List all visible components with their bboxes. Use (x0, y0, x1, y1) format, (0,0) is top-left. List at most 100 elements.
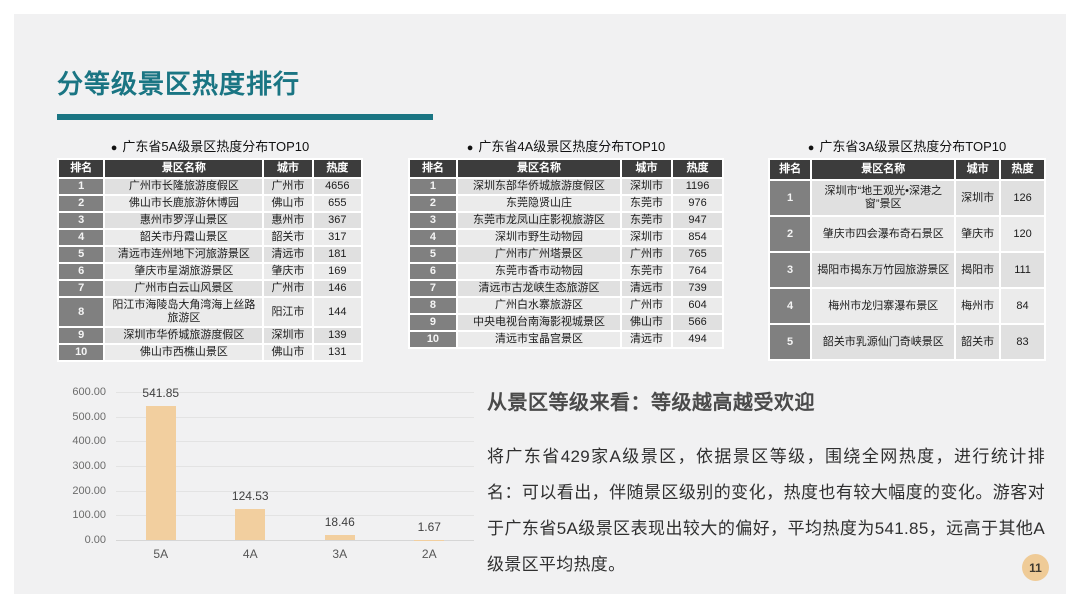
rank-cell: 8 (59, 298, 104, 326)
table-row: 2 肇庆市四会瀑布奇石景区 肇庆市 120 (770, 217, 1044, 251)
data-cell: 韶关市 (264, 230, 312, 245)
data-cell: 惠州市罗浮山景区 (105, 213, 263, 228)
y-axis-tick-label: 500.00 (72, 410, 106, 423)
data-cell: 深圳市 (264, 328, 312, 343)
data-cell: 广州市 (622, 298, 672, 313)
data-cell: 韶关市乳源仙门奇峡景区 (812, 325, 955, 359)
title-underline (57, 114, 433, 120)
ranking-table-5a: 排名 景区名称 城市 热度 1 广州市长隆旅游度假区 广州市 4656 2 佛山市长鹿旅游休博园佛… (57, 158, 363, 362)
rank-cell: 6 (59, 264, 104, 279)
data-cell: 317 (313, 230, 361, 245)
rank-cell: 3 (770, 253, 811, 287)
y-axis-tick-label: 0.00 (84, 534, 106, 546)
table-row: 9 中央电视台南海影视城景区 佛山市 566 (410, 315, 722, 330)
avg-heat-bar-chart: 600.00 500.00 400.00 300.00 200.00 100.00 0.00… (50, 382, 474, 568)
rank-cell: 4 (410, 230, 456, 245)
column-header: 热度 (673, 160, 722, 177)
data-cell: 764 (673, 264, 722, 279)
rank-cell: 6 (410, 264, 456, 279)
data-cell: 765 (673, 247, 722, 262)
rank-cell: 4 (770, 289, 811, 323)
data-cell: 清远市宝晶宫景区 (457, 332, 621, 347)
data-cell: 169 (313, 264, 361, 279)
rank-cell: 5 (770, 325, 811, 359)
analysis-heading: 从景区等级来看：等级越高越受欢迎 (487, 392, 815, 414)
column-header: 景区名称 (457, 160, 621, 177)
data-cell: 深圳东部华侨城旅游度假区 (457, 179, 621, 194)
bar-value-label: 541.85 (142, 386, 180, 401)
data-cell: 揭阳市 (956, 253, 1000, 287)
data-cell: 144 (313, 298, 361, 326)
column-header: 城市 (956, 160, 1000, 179)
rank-cell: 9 (59, 328, 104, 343)
table-row: 1 深圳东部华侨城旅游度假区 深圳市 1196 (410, 179, 722, 194)
rank-cell: 3 (410, 213, 456, 228)
x-axis-tick-label: 4A (242, 547, 258, 561)
data-cell: 清远市 (622, 332, 672, 347)
data-cell: 佛山市 (264, 196, 312, 211)
table-row: 3 揭阳市揭东万竹园旅游景区 揭阳市 111 (770, 253, 1044, 287)
table-section-5a: ● 广东省5A级景区热度分布TOP10 排名 景区名称 城市 热度 1 广州市长隆旅游度假区… (57, 138, 363, 362)
data-cell: 494 (673, 332, 722, 347)
analysis-body: 将广东省429家A级景区，依据景区等级，围绕全网热度，进行统计排名：可以看出，伴… (487, 447, 1045, 574)
rank-cell: 2 (770, 217, 811, 251)
ranking-table-4a: 排名 景区名称 城市 热度 1 深圳东部华侨城旅游度假区 深圳市 1196 2 东莞隐贤山庄 东莞市… (408, 158, 724, 349)
data-cell: 阳江市 (264, 298, 312, 326)
table-section-4a: ● 广东省4A级景区热度分布TOP10 排名 景区名称 城市 热度 1 深圳东部华侨城旅游度… (408, 138, 724, 349)
slide: 分等级景区热度排行 ● 广东省5A级景区热度分布TOP10 排名 景区名称 城市 热度 1… (14, 14, 1066, 594)
table-header-row: 排名 景区名称 城市 热度 (410, 160, 722, 177)
data-cell: 清远市 (264, 247, 312, 262)
data-cell: 佛山市长鹿旅游休博园 (105, 196, 263, 211)
data-cell: 84 (1001, 289, 1044, 323)
data-cell: 广州市广州塔景区 (457, 247, 621, 262)
column-header: 热度 (1001, 160, 1044, 179)
table-row: 10 佛山市西樵山景区 佛山市 131 (59, 345, 361, 360)
table-caption-5a: ● 广东省5A级景区热度分布TOP10 (57, 138, 363, 155)
data-cell: 广州市白云山风景区 (105, 281, 263, 296)
data-cell: 东莞市 (622, 264, 672, 279)
rank-cell: 1 (59, 179, 104, 194)
rank-cell: 7 (59, 281, 104, 296)
data-cell: 139 (313, 328, 361, 343)
data-cell: 126 (1001, 181, 1044, 215)
table-row: 3 惠州市罗浮山景区 惠州市 367 (59, 213, 361, 228)
table-row: 3 东莞市龙凤山庄影视旅游区 东莞市 947 (410, 213, 722, 228)
table-header-row: 排名 景区名称 城市 热度 (59, 160, 361, 177)
data-cell: 深圳市 (956, 181, 1000, 215)
column-header: 城市 (264, 160, 312, 177)
data-cell: 131 (313, 345, 361, 360)
column-header: 景区名称 (812, 160, 955, 179)
bullet-icon: ● (466, 142, 474, 154)
y-axis-tick-label: 400.00 (72, 435, 106, 448)
gridline (116, 416, 474, 418)
table-row: 7 清远市古龙峡生态旅游区 清远市 739 (410, 281, 722, 296)
data-cell: 广州白水寨旅游区 (457, 298, 621, 313)
rank-cell: 9 (410, 315, 456, 330)
table-row: 2 佛山市长鹿旅游休博园 佛山市 655 (59, 196, 361, 211)
x-axis-tick-label: 2A (421, 547, 437, 561)
table-row: 10 清远市宝晶宫景区 清远市 494 (410, 332, 722, 347)
rank-cell: 1 (410, 179, 456, 194)
table-row: 1 深圳市“地王观光•深港之窗”景区 深圳市 126 (770, 181, 1044, 215)
data-cell: 深圳市“地王观光•深港之窗”景区 (812, 181, 955, 215)
data-cell: 佛山市 (622, 315, 672, 330)
rank-cell: 10 (410, 332, 456, 347)
bar-4A (235, 509, 266, 540)
rank-cell: 4 (59, 230, 104, 245)
y-axis-tick-label: 300.00 (72, 460, 106, 472)
gridline (116, 392, 474, 393)
gridline (116, 515, 474, 517)
data-cell: 阳江市海陵岛大角湾海上丝路旅游区 (105, 298, 263, 326)
y-axis-tick-label: 200.00 (72, 484, 106, 497)
data-cell: 韶关市丹霞山景区 (105, 230, 263, 245)
data-cell: 111 (1001, 253, 1044, 287)
column-header: 城市 (622, 160, 672, 177)
data-cell: 揭阳市揭东万竹园旅游景区 (812, 253, 955, 287)
column-header: 排名 (410, 160, 456, 177)
data-cell: 佛山市 (264, 345, 312, 360)
data-cell: 韶关市 (956, 325, 1000, 359)
gridline (116, 540, 474, 541)
column-header: 热度 (313, 160, 361, 177)
table-row: 1 广州市长隆旅游度假区 广州市 4656 (59, 179, 361, 194)
data-cell: 深圳市 (622, 230, 672, 245)
